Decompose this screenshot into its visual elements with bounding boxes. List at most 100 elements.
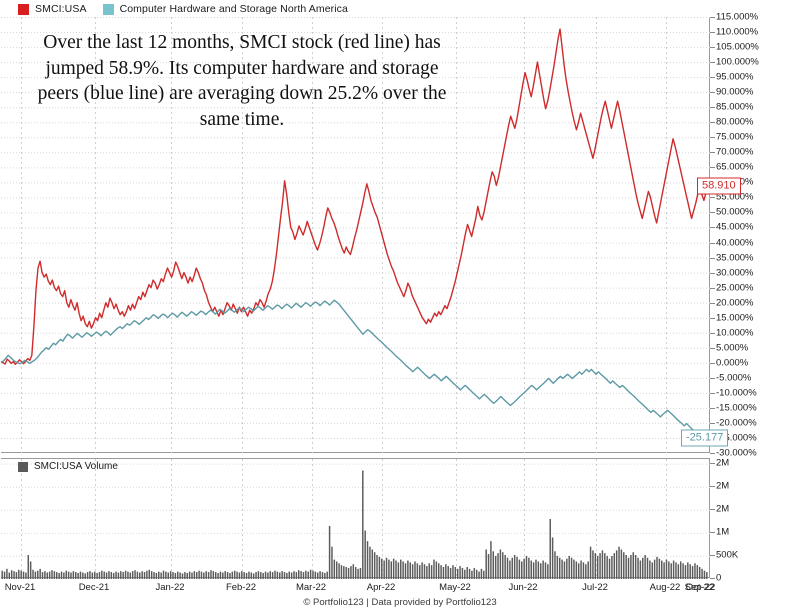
y-axis-tick-mark bbox=[710, 257, 715, 259]
y-axis-tick-mark bbox=[710, 302, 715, 304]
y-axis-tick-mark bbox=[710, 92, 715, 94]
y-axis-tick-label: 0.000% bbox=[716, 357, 749, 369]
y-axis-tick-label: 90.000% bbox=[716, 86, 754, 98]
y-axis-tick-label: 30.000% bbox=[716, 267, 754, 279]
y-axis-tick-label: -30.000% bbox=[716, 447, 757, 459]
y-axis-tick-label: 20.000% bbox=[716, 297, 754, 309]
volume-y-axis-tick-label: 2M bbox=[716, 457, 730, 469]
y-axis-tick-label: 25.000% bbox=[716, 282, 754, 294]
x-axis-tick-label: Jan-22 bbox=[155, 582, 185, 593]
square-swatch-icon bbox=[102, 3, 114, 15]
y-axis-tick-label: 45.000% bbox=[716, 221, 754, 233]
price-plot bbox=[1, 17, 710, 453]
volume-legend-label: SMCI:USA Volume bbox=[34, 461, 118, 472]
volume-y-axis-tick-label: 0 bbox=[716, 572, 722, 584]
volume-chart-panel bbox=[1, 458, 710, 579]
volume-y-axis-tick-label: 2M bbox=[716, 503, 730, 515]
y-axis-tick-label: 110.000% bbox=[716, 26, 759, 38]
chart-footer: © Portfolio123 | Data provided by Portfo… bbox=[303, 597, 497, 608]
x-axis-tick-label: Nov-21 bbox=[4, 582, 36, 593]
blue-value-tag: -25.177 bbox=[681, 429, 729, 447]
legend-item-smci[interactable]: SMCI:USA bbox=[18, 3, 87, 15]
y-axis-tick-label: 95.000% bbox=[716, 71, 754, 83]
volume-y-axis-tick-label: 2M bbox=[716, 480, 730, 492]
x-axis-tick-label: Jun-22 bbox=[508, 582, 538, 593]
chart-legend: SMCI:USA Computer Hardware and Storage N… bbox=[0, 0, 800, 18]
volume-y-axis-tick-mark bbox=[710, 485, 715, 487]
red-value-tag: 58.910 bbox=[697, 177, 741, 195]
y-axis-tick-mark bbox=[710, 272, 715, 274]
y-axis-tick-mark bbox=[710, 152, 715, 154]
y-axis-tick-label: -20.000% bbox=[716, 417, 757, 429]
volume-y-axis-tick-mark bbox=[710, 531, 715, 533]
y-axis-tick-label: -5.000% bbox=[716, 372, 752, 384]
x-axis-tick-label: Dec-21 bbox=[78, 582, 110, 593]
y-axis-tick-label: 15.000% bbox=[716, 312, 754, 324]
x-axis-tick-label: May-22 bbox=[439, 582, 471, 593]
x-axis-tick-label: Aug-22 bbox=[649, 582, 681, 593]
y-axis-tick-mark bbox=[710, 362, 715, 364]
legend-label-peers: Computer Hardware and Storage North Amer… bbox=[119, 3, 348, 15]
y-axis-tick-mark bbox=[710, 137, 715, 139]
y-axis-tick-label: 35.000% bbox=[716, 252, 754, 264]
y-axis-tick-label: -15.000% bbox=[716, 402, 757, 414]
y-axis-tick-mark bbox=[710, 332, 715, 334]
y-axis-tick-label: 105.000% bbox=[716, 41, 759, 53]
y-axis-tick-label: 65.000% bbox=[716, 161, 754, 173]
x-axis-tick-label: Oct-22 bbox=[685, 582, 715, 593]
y-axis-tick-mark bbox=[710, 317, 715, 319]
y-axis-tick-label: 100.000% bbox=[716, 56, 759, 68]
volume-y-axis-tick-mark bbox=[710, 554, 715, 556]
y-axis-tick-mark bbox=[710, 122, 715, 124]
y-axis-tick-mark bbox=[710, 107, 715, 109]
y-axis-tick-label: 70.000% bbox=[716, 146, 754, 158]
volume-y-axis-tick-label: 500K bbox=[716, 549, 739, 561]
y-axis-tick-mark bbox=[710, 242, 715, 244]
y-axis-tick-mark bbox=[710, 167, 715, 169]
y-axis-tick-label: 5.000% bbox=[716, 342, 749, 354]
volume-y-axis-tick-mark bbox=[710, 578, 715, 579]
y-axis-tick-label: 80.000% bbox=[716, 116, 754, 128]
y-axis-tick-mark bbox=[710, 422, 715, 424]
x-axis-tick-label: Mar-22 bbox=[295, 582, 327, 593]
x-axis-tick-label: Apr-22 bbox=[366, 582, 396, 593]
chart-annotation-text: Over the last 12 months, SMCI stock (red… bbox=[37, 32, 447, 130]
y-axis-tick-label: 50.000% bbox=[716, 206, 754, 218]
square-swatch-icon bbox=[18, 3, 29, 15]
y-axis-tick-label: 55.000% bbox=[716, 191, 754, 203]
x-axis-tick-label: Feb-22 bbox=[225, 582, 257, 593]
y-axis-tick-mark bbox=[710, 407, 715, 409]
y-axis-tick-mark bbox=[710, 62, 715, 64]
y-axis-tick-mark bbox=[710, 197, 715, 199]
y-axis-tick-mark bbox=[710, 77, 715, 79]
y-axis-tick-mark bbox=[710, 212, 715, 214]
volume-y-axis-tick-label: 1M bbox=[716, 526, 730, 538]
y-axis-tick-mark bbox=[710, 377, 715, 379]
y-axis-tick-mark bbox=[710, 47, 715, 49]
y-axis-tick-label: 115.000% bbox=[716, 11, 759, 23]
volume-y-axis-tick-mark bbox=[710, 462, 715, 464]
legend-item-peers[interactable]: Computer Hardware and Storage North Amer… bbox=[102, 3, 348, 15]
y-axis-tick-mark bbox=[710, 287, 715, 289]
y-axis-tick-label: 10.000% bbox=[716, 327, 754, 339]
volume-legend: SMCI:USA Volume bbox=[18, 461, 118, 472]
x-axis-tick-label: Jul-22 bbox=[582, 582, 608, 593]
y-axis-tick-mark bbox=[710, 227, 715, 229]
y-axis-tick-mark bbox=[710, 392, 715, 394]
y-axis-tick-mark bbox=[710, 32, 715, 34]
price-chart-panel bbox=[1, 17, 710, 453]
legend-label-smci: SMCI:USA bbox=[35, 3, 87, 15]
square-swatch-icon bbox=[18, 461, 28, 472]
y-axis-tick-mark bbox=[710, 17, 715, 18]
volume-y-axis-tick-mark bbox=[710, 508, 715, 510]
volume-plot bbox=[1, 459, 710, 579]
x-axis-tick-label: Sep-22 bbox=[684, 582, 716, 593]
y-axis-tick-label: -10.000% bbox=[716, 387, 757, 399]
y-axis-tick-mark bbox=[710, 347, 715, 349]
y-axis-tick-label: 85.000% bbox=[716, 101, 754, 113]
y-axis-tick-label: 75.000% bbox=[716, 131, 754, 143]
y-axis-tick-mark bbox=[710, 453, 715, 454]
y-axis-tick-label: 40.000% bbox=[716, 237, 754, 249]
y-axis-tick-label: -25.000% bbox=[716, 432, 757, 444]
